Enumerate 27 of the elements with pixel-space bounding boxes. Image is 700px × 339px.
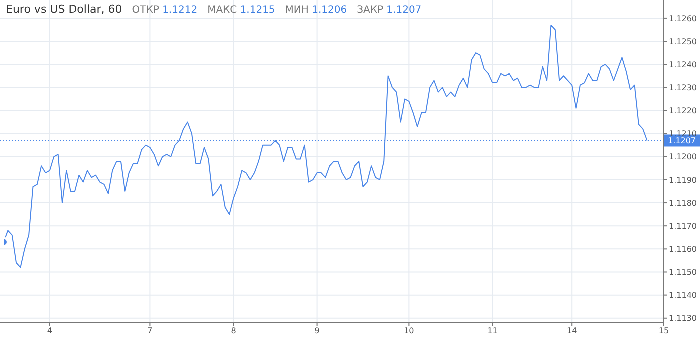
x-tick-label: 14 xyxy=(567,326,578,336)
x-tick-label: 10 xyxy=(404,326,414,336)
y-tick-label: 1.1160 xyxy=(669,245,697,254)
x-tick-label: 8 xyxy=(231,326,236,336)
x-tick-label: 4 xyxy=(47,326,52,336)
annotation: ОТКР 1.1212 xyxy=(132,5,198,16)
x-tick-label: 15 xyxy=(658,326,670,336)
y-tick-label: 1.1150 xyxy=(669,268,697,278)
y-tick-label: 1.1170 xyxy=(669,222,697,231)
y-tick-label: 1.1230 xyxy=(669,84,697,93)
chart-title: Euro vs US Dollar, 60 xyxy=(6,3,122,16)
x-tick-label: 11 xyxy=(488,326,498,336)
y-tick-label: 1.1130 xyxy=(669,314,697,324)
annotation: ЗАКР 1.1207 xyxy=(357,5,422,16)
x-tick-label: 9 xyxy=(314,326,320,336)
y-tick-label: 1.1180 xyxy=(669,198,697,208)
y-tick-label: 1.1220 xyxy=(669,106,697,116)
y-tick-label: 1.1190 xyxy=(669,176,697,185)
ref-line-label: 1.1207 xyxy=(668,136,696,146)
y-tick-label: 1.1260 xyxy=(669,14,697,24)
y-tick-label: 1.1250 xyxy=(669,37,697,46)
annotation: МИН 1.1206 xyxy=(285,5,348,16)
y-tick-label: 1.1200 xyxy=(669,152,697,162)
x-tick-label: 7 xyxy=(148,326,153,336)
annotation: МАКС 1.1215 xyxy=(208,5,276,16)
y-tick-label: 1.1140 xyxy=(669,291,697,300)
y-tick-label: 1.1240 xyxy=(669,60,697,70)
